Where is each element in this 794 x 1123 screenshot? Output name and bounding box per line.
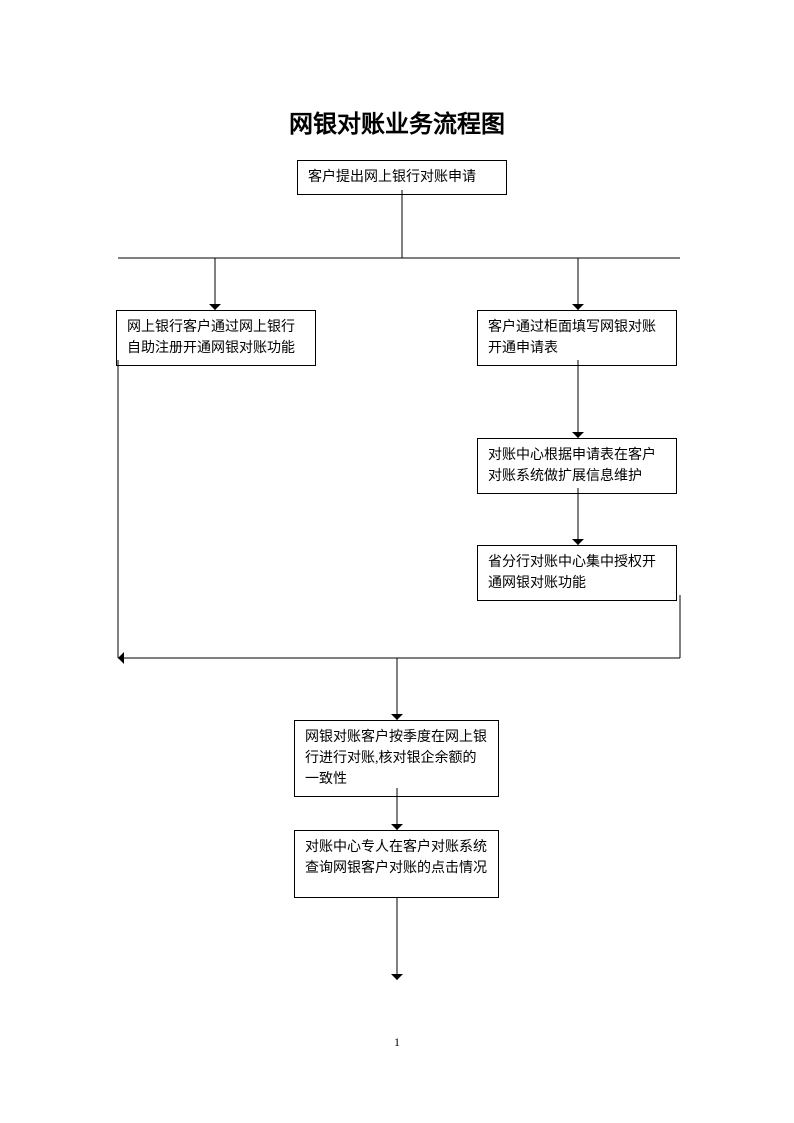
- flowchart-node-2: 网上银行客户通过网上银行自助注册开通网银对账功能: [116, 310, 316, 366]
- flowchart-node-5: 省分行对账中心集中授权开通网银对账功能: [477, 545, 677, 601]
- page-number: 1: [0, 1035, 794, 1050]
- flowchart-node-6: 网银对账客户按季度在网上银行进行对账,核对银企余额的一致性: [294, 720, 499, 797]
- flowchart-node-7: 对账中心专人在客户对账系统查询网银客户对账的点击情况: [294, 830, 499, 898]
- flowchart-node-4: 对账中心根据申请表在客户对账系统做扩展信息维护: [477, 438, 677, 494]
- flowchart-node-1: 客户提出网上银行对账申请: [297, 160, 507, 195]
- page-title: 网银对账业务流程图: [0, 104, 794, 139]
- flowchart-node-3: 客户通过柜面填写网银对账开通申请表: [477, 310, 677, 366]
